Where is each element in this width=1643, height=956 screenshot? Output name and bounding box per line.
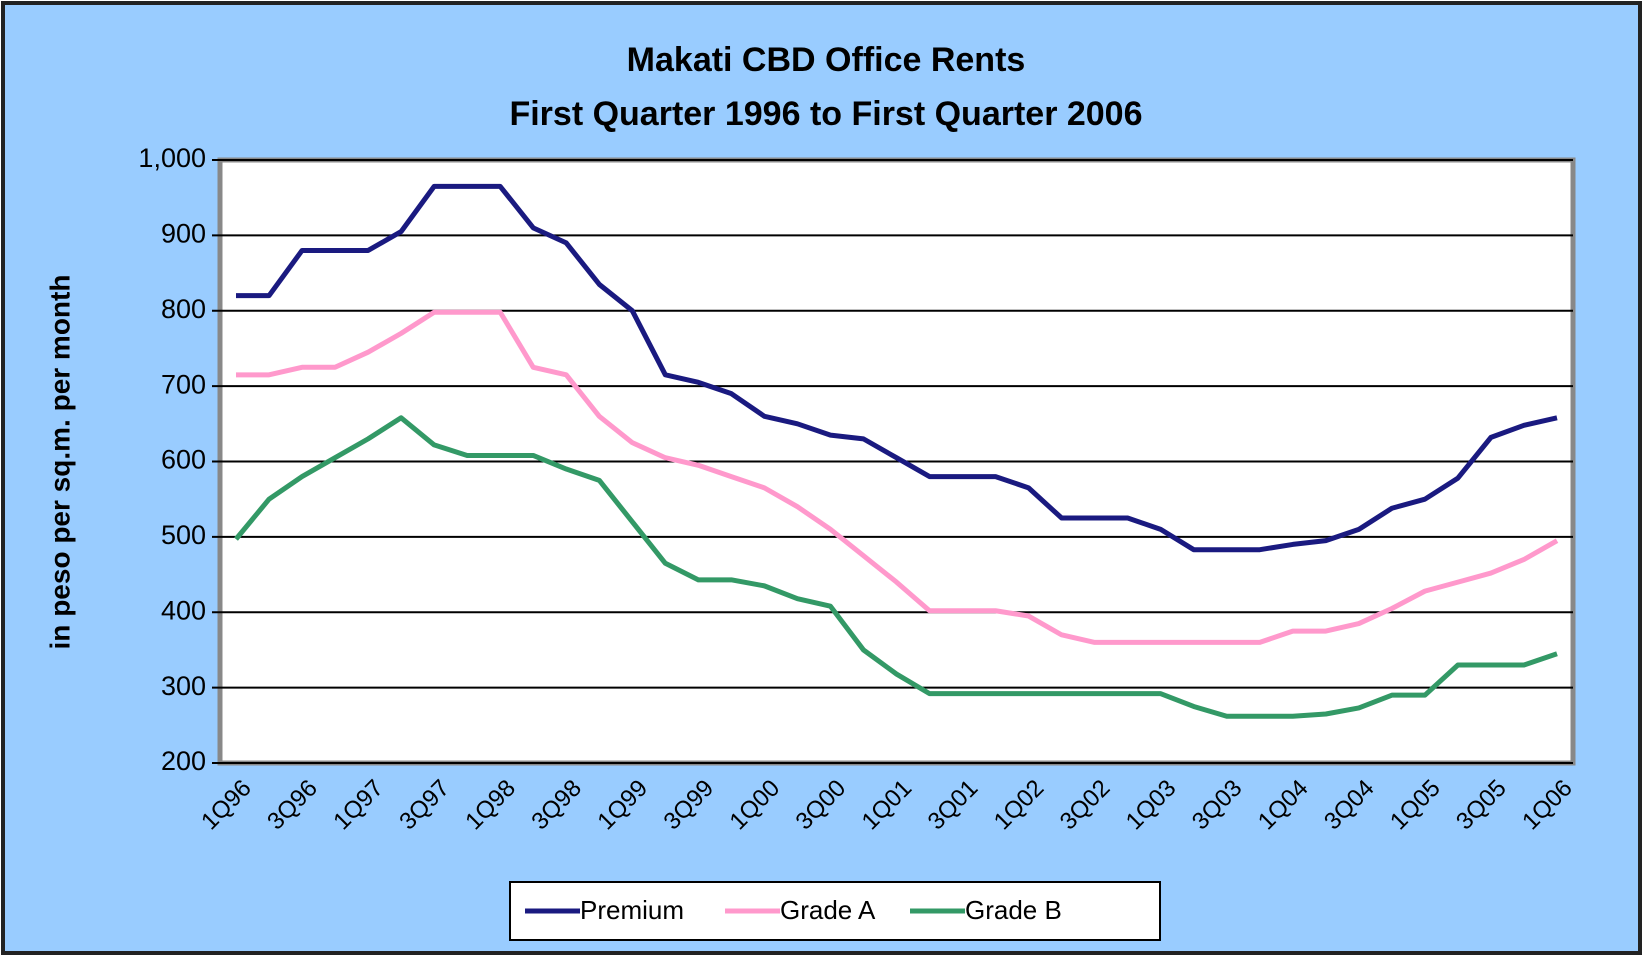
legend-label: Grade B bbox=[965, 895, 1062, 925]
legend-label: Premium bbox=[580, 895, 684, 925]
series-line bbox=[234, 415, 1558, 719]
series-line bbox=[236, 309, 1559, 645]
y-tick-label: 800 bbox=[161, 294, 206, 324]
y-tick-label: 600 bbox=[161, 445, 206, 475]
y-tick-label: 700 bbox=[161, 369, 206, 399]
y-tick-label: 300 bbox=[161, 671, 206, 701]
y-tick-label: 200 bbox=[161, 746, 206, 776]
legend-label: Grade A bbox=[780, 895, 876, 925]
y-tick-label: 400 bbox=[161, 595, 206, 625]
y-tick-label: 1,000 bbox=[138, 143, 206, 173]
legend bbox=[509, 881, 1161, 941]
y-axis-label: in peso per sq.m. per month bbox=[44, 275, 75, 650]
chart-title: Makati CBD Office Rents bbox=[627, 41, 1026, 79]
chart-subtitle: First Quarter 1996 to First Quarter 2006 bbox=[509, 95, 1142, 133]
series-line bbox=[236, 183, 1558, 553]
y-tick-label: 500 bbox=[161, 520, 206, 550]
y-tick-label: 900 bbox=[161, 219, 206, 249]
